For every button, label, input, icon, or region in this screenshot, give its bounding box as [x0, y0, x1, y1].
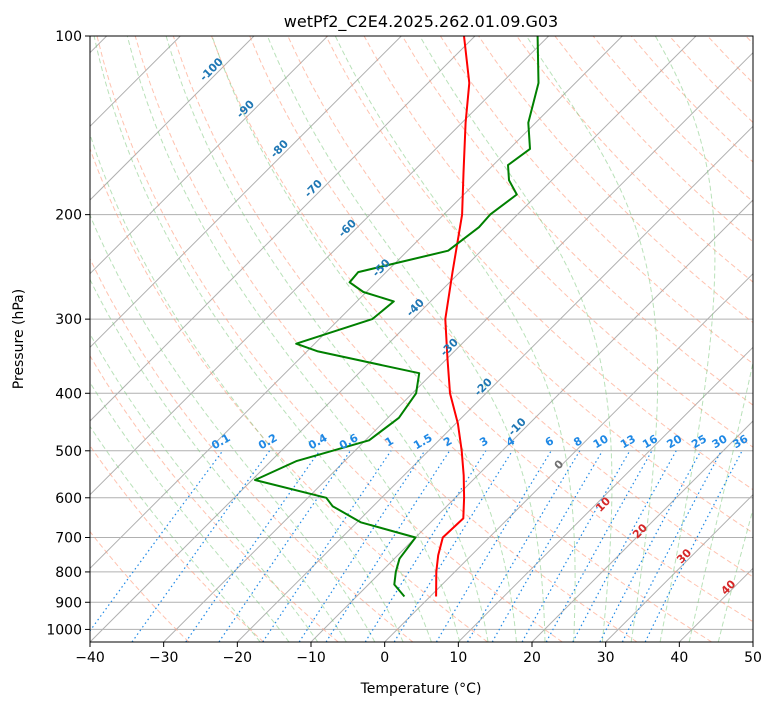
moist-adiabat-line [93, 36, 432, 642]
dry-adiabat-line [90, 444, 264, 642]
mixing-ratio-line [218, 450, 351, 642]
mixing-ratio-line [435, 450, 552, 642]
mixing-ratio-line [466, 450, 581, 642]
x-tick-label: −10 [296, 650, 326, 666]
moist-adiabat-line [90, 425, 261, 642]
y-tick-label: 1000 [46, 622, 82, 638]
y-tick-label: 600 [55, 491, 82, 507]
isotherm-line [90, 36, 550, 496]
moist-adiabat-line [211, 36, 517, 642]
dry-adiabat-line [90, 530, 190, 642]
mixing-ratio-line [572, 450, 677, 642]
background-lines [90, 36, 753, 642]
y-tick-label: 800 [55, 565, 82, 581]
mixing-ratio-line [185, 450, 321, 642]
isotherm-line [605, 493, 753, 642]
x-tick-label: 40 [670, 650, 688, 666]
mixing-ratio-line [325, 450, 451, 642]
y-tick-label: 300 [55, 312, 82, 328]
x-tick-label: 10 [449, 650, 467, 666]
x-tick-label: 0 [380, 650, 389, 666]
moist-adiabat-line [90, 213, 376, 642]
isotherm-line [90, 36, 329, 275]
isotherm-line [90, 36, 623, 570]
mixing-ratio-line [599, 450, 702, 642]
isotherm-line [90, 36, 697, 642]
x-tick-label: −30 [149, 650, 179, 666]
plot-frame [89, 35, 754, 643]
dry-adiabat-line [90, 147, 488, 642]
isotherm-line [531, 420, 753, 642]
x-tick-label: −20 [223, 650, 253, 666]
dry-adiabat-line [90, 257, 414, 642]
temperature-line [435, 36, 471, 597]
isotherm-line [90, 36, 476, 422]
isotherm-line [163, 51, 753, 642]
moist-adiabat-line [90, 278, 347, 642]
axis-ticks: −40 −30 −20 −10 0 10 20 30 40 50 100 200 300 400 500 60… [46, 29, 762, 666]
dry-adiabat-line [325, 36, 753, 491]
moist-adiabat-line [419, 36, 613, 642]
y-tick-label: 700 [55, 531, 82, 547]
x-tick-label: 50 [744, 650, 762, 666]
y-tick-label: 400 [55, 386, 82, 402]
chart-title: wetPf2_C2E4.2025.262.01.09.G03 [284, 12, 558, 32]
y-axis-label: Pressure (hPa) [11, 289, 27, 389]
moist-adiabat-line [90, 132, 404, 642]
moist-adiabat-line [90, 381, 290, 642]
x-tick-label: 30 [597, 650, 615, 666]
profile-lines [254, 36, 540, 598]
isotherm-line [90, 36, 402, 349]
moist-adiabat-line [717, 507, 753, 642]
moist-adiabat-line [525, 36, 659, 642]
x-tick-label: −40 [75, 650, 105, 666]
dry-adiabat-line [172, 36, 712, 642]
isotherm-line [236, 125, 753, 642]
y-tick-label: 500 [55, 444, 82, 460]
mixing-ratio-line [364, 450, 487, 642]
mixing-ratio-line [393, 450, 513, 642]
dry-adiabat-line [249, 36, 753, 578]
moist-adiabat-line [654, 36, 716, 642]
dry-adiabat-line [134, 36, 638, 642]
mixing-ratio-line [262, 450, 392, 642]
dewpoint-line [254, 36, 540, 598]
dry-adiabat-line [516, 36, 753, 283]
x-tick-label: 20 [523, 650, 541, 666]
moist-adiabat-line [334, 36, 576, 642]
moist-adiabat-line [688, 360, 753, 642]
isotherm-line [457, 346, 753, 642]
moist-adiabat-line [126, 36, 461, 642]
moist-adiabat-line [90, 333, 319, 642]
dry-adiabat-line [401, 36, 753, 406]
y-tick-label: 900 [55, 595, 82, 611]
isotherm-line [90, 36, 255, 201]
dry-adiabat-line [439, 36, 753, 365]
mixing-ratio-line [298, 450, 426, 642]
x-axis-label: Temperature (°C) [360, 681, 482, 697]
y-tick-label: 100 [55, 29, 82, 45]
dry-adiabat-line [90, 354, 339, 642]
dry-adiabat-line [96, 36, 563, 642]
y-tick-label: 200 [55, 208, 82, 224]
moist-adiabat-line [165, 36, 489, 642]
isotherm-line [384, 272, 753, 642]
moist-adiabat-line [266, 36, 546, 642]
